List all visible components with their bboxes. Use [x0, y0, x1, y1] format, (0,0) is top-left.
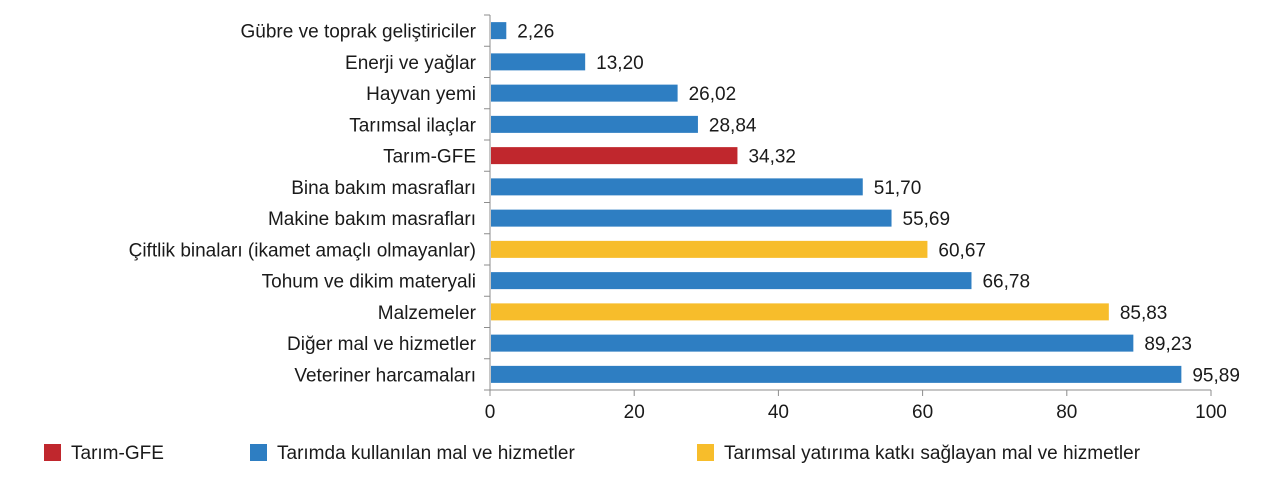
category-label: Veteriner harcamaları	[294, 365, 476, 386]
bar	[491, 240, 928, 258]
category-label: Hayvan yemi	[366, 84, 476, 105]
x-tick-label: 60	[912, 402, 933, 423]
legend: Tarım-GFE Tarımda kullanılan mal ve hizme…	[44, 443, 1141, 464]
x-tick-label: 0	[485, 402, 496, 423]
x-tick-label: 20	[624, 402, 645, 423]
legend-item: Tarımda kullanılan mal ve hizmetler	[250, 443, 575, 464]
legend-label: Tarımsal yatırıma katkı sağlayan mal ve …	[724, 443, 1141, 464]
bar	[491, 303, 1109, 321]
bar-group: Tarım-GFE 34,32	[383, 147, 796, 168]
bar-group: Çiftlik binaları (ikamet amaçlı olmayanl…	[129, 240, 986, 261]
category-label: Makine bakım masrafları	[268, 209, 476, 230]
bar	[491, 365, 1182, 383]
value-label: 89,23	[1144, 334, 1192, 355]
category-label: Tohum ve dikim materyali	[262, 272, 476, 293]
category-label: Bina bakım masrafları	[291, 178, 476, 199]
value-label: 26,02	[689, 84, 737, 105]
value-label: 55,69	[903, 209, 951, 230]
category-label: Malzemeler	[378, 303, 477, 324]
bar	[491, 209, 892, 227]
value-label: 2,26	[517, 22, 554, 43]
bar-group: Bina bakım masrafları 51,70	[291, 178, 921, 199]
category-label: Tarımsal ilaçlar	[349, 115, 476, 136]
value-label: 13,20	[596, 53, 644, 74]
legend-swatch	[44, 444, 61, 461]
legend-label: Tarımda kullanılan mal ve hizmetler	[277, 443, 575, 464]
value-label: 51,70	[874, 178, 922, 199]
x-tick-label: 100	[1195, 402, 1227, 423]
bar	[491, 53, 586, 71]
value-label: 85,83	[1120, 303, 1168, 324]
bar	[491, 147, 738, 165]
legend-item: Tarım-GFE	[44, 443, 164, 464]
category-label: Enerji ve yağlar	[345, 53, 477, 74]
legend-item: Tarımsal yatırıma katkı sağlayan mal ve …	[697, 443, 1141, 464]
category-label: Diğer mal ve hizmetler	[287, 334, 477, 355]
category-label: Çiftlik binaları (ikamet amaçlı olmayanl…	[129, 240, 476, 261]
bar	[491, 334, 1134, 352]
bar	[491, 84, 678, 102]
legend-swatch	[250, 444, 267, 461]
value-label: 66,78	[982, 272, 1030, 293]
x-tick-label: 40	[768, 402, 789, 423]
bar	[491, 272, 972, 290]
axis-layer: 0 20 40 60 80 100	[484, 14, 1227, 423]
value-label: 95,89	[1192, 365, 1240, 386]
bar-group: Gübre ve toprak geliştiriciler 2,26	[241, 22, 555, 43]
bar-group: Veteriner harcamaları 95,89	[294, 365, 1240, 386]
bar-group: Tarımsal ilaçlar 28,84	[349, 115, 757, 136]
legend-label: Tarım-GFE	[71, 443, 164, 464]
bar-group: Tohum ve dikim materyali 66,78	[262, 272, 1030, 293]
bar-group: Makine bakım masrafları 55,69	[268, 209, 950, 230]
bar-group: Diğer mal ve hizmetler 89,23	[287, 334, 1192, 355]
bar	[491, 115, 698, 133]
bar-group: Enerji ve yağlar 13,20	[345, 53, 644, 74]
value-label: 28,84	[709, 115, 757, 136]
category-label: Gübre ve toprak geliştiriciler	[241, 22, 477, 43]
value-label: 60,67	[938, 240, 986, 261]
bar	[491, 22, 507, 40]
value-label: 34,32	[748, 147, 796, 168]
legend-swatch	[697, 444, 714, 461]
bar-group: Hayvan yemi 26,02	[366, 84, 736, 105]
bar-group: Malzemeler 85,83	[378, 303, 1168, 324]
bars-layer: Gübre ve toprak geliştiriciler 2,26 Enerji…	[129, 22, 1240, 387]
x-tick-label: 80	[1056, 402, 1077, 423]
category-label: Tarım-GFE	[383, 147, 476, 168]
bar	[491, 178, 863, 196]
